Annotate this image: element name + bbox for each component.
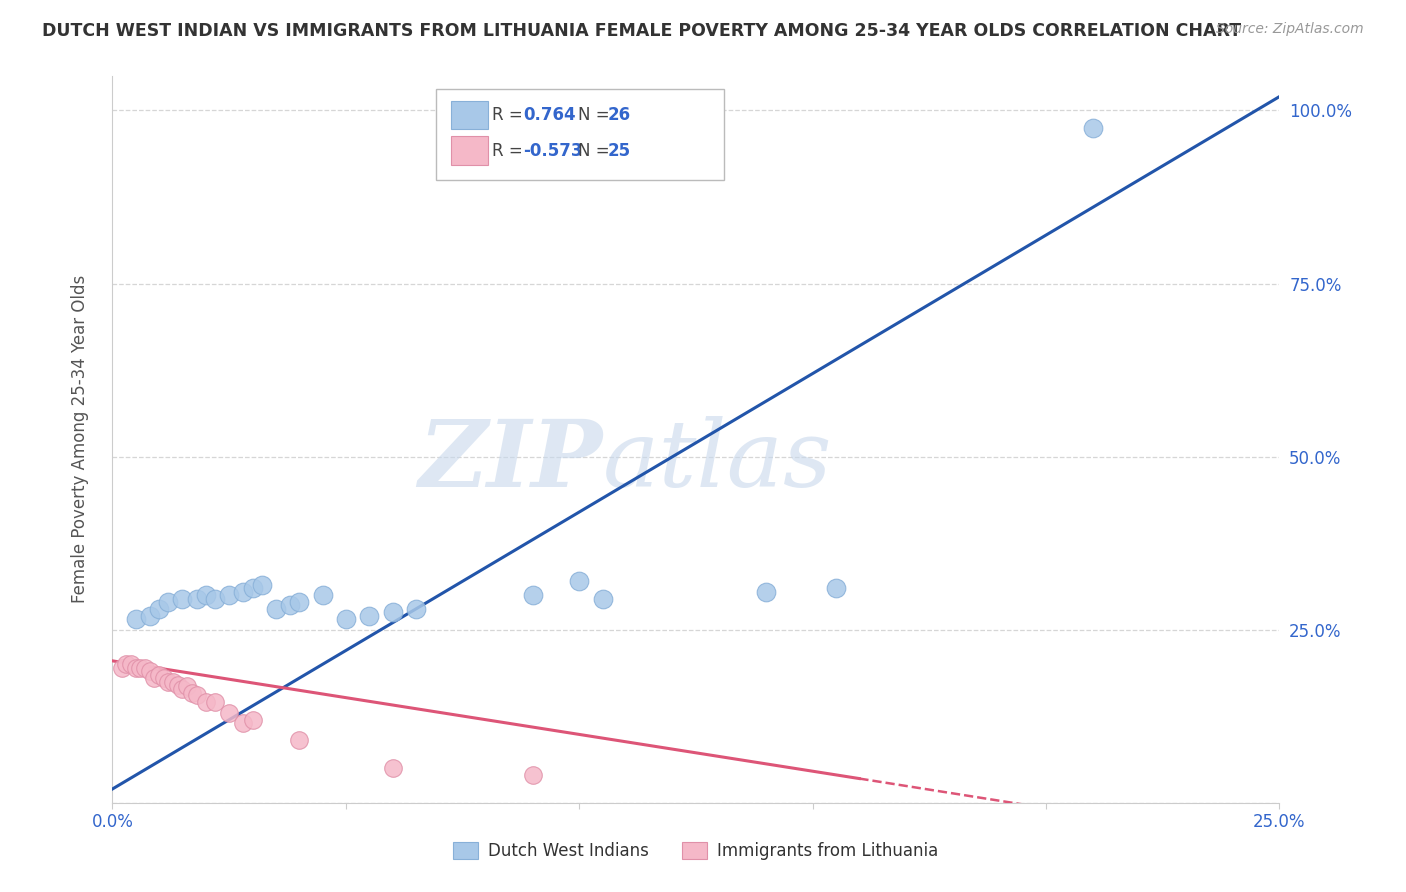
Text: atlas: atlas — [603, 417, 832, 506]
Point — [186, 689, 208, 703]
Point — [242, 581, 264, 595]
Point — [204, 591, 226, 606]
Point — [143, 671, 166, 685]
Point — [153, 671, 176, 685]
Point — [232, 716, 254, 731]
Legend: Dutch West Indians, Immigrants from Lithuania: Dutch West Indians, Immigrants from Lith… — [447, 836, 945, 867]
Point — [568, 574, 591, 589]
Point — [359, 608, 381, 623]
Point — [381, 761, 404, 775]
Point — [186, 591, 208, 606]
Point — [242, 713, 264, 727]
Point — [139, 608, 162, 623]
Point — [194, 695, 217, 709]
Point — [176, 680, 198, 694]
Point — [148, 602, 170, 616]
Y-axis label: Female Poverty Among 25-34 Year Olds: Female Poverty Among 25-34 Year Olds — [70, 276, 89, 603]
Point — [172, 681, 194, 696]
Point — [129, 661, 152, 675]
Point — [264, 602, 287, 616]
Point — [157, 595, 180, 609]
Point — [522, 588, 544, 602]
Point — [405, 602, 427, 616]
Point — [120, 657, 142, 672]
Point — [218, 706, 240, 720]
Point — [125, 612, 148, 626]
Point — [311, 588, 333, 602]
Point — [232, 584, 254, 599]
Text: 26: 26 — [607, 106, 630, 124]
Point — [194, 588, 217, 602]
Point — [218, 588, 240, 602]
Point — [1081, 120, 1104, 135]
Point — [335, 612, 357, 626]
Point — [204, 695, 226, 709]
Text: ZIP: ZIP — [419, 417, 603, 506]
Text: DUTCH WEST INDIAN VS IMMIGRANTS FROM LITHUANIA FEMALE POVERTY AMONG 25-34 YEAR O: DUTCH WEST INDIAN VS IMMIGRANTS FROM LIT… — [42, 22, 1241, 40]
Point — [172, 591, 194, 606]
Text: R =: R = — [492, 106, 529, 124]
Point — [278, 599, 301, 613]
Point — [755, 584, 778, 599]
Point — [288, 733, 311, 747]
Text: N =: N = — [578, 142, 614, 160]
Point — [825, 581, 848, 595]
Text: R =: R = — [492, 142, 529, 160]
Text: 25: 25 — [607, 142, 630, 160]
Point — [250, 578, 273, 592]
Point — [166, 678, 188, 692]
Point — [115, 657, 138, 672]
Point — [111, 661, 134, 675]
Point — [157, 674, 180, 689]
Text: N =: N = — [578, 106, 614, 124]
Point — [148, 667, 170, 681]
Point — [522, 768, 544, 782]
Point — [134, 661, 156, 675]
Text: -0.573: -0.573 — [523, 142, 582, 160]
Point — [162, 674, 184, 689]
Point — [288, 595, 311, 609]
Point — [125, 661, 148, 675]
Text: 0.764: 0.764 — [523, 106, 575, 124]
Point — [381, 606, 404, 620]
Point — [592, 591, 614, 606]
Point — [139, 665, 162, 679]
Text: Source: ZipAtlas.com: Source: ZipAtlas.com — [1216, 22, 1364, 37]
Point — [180, 686, 202, 700]
